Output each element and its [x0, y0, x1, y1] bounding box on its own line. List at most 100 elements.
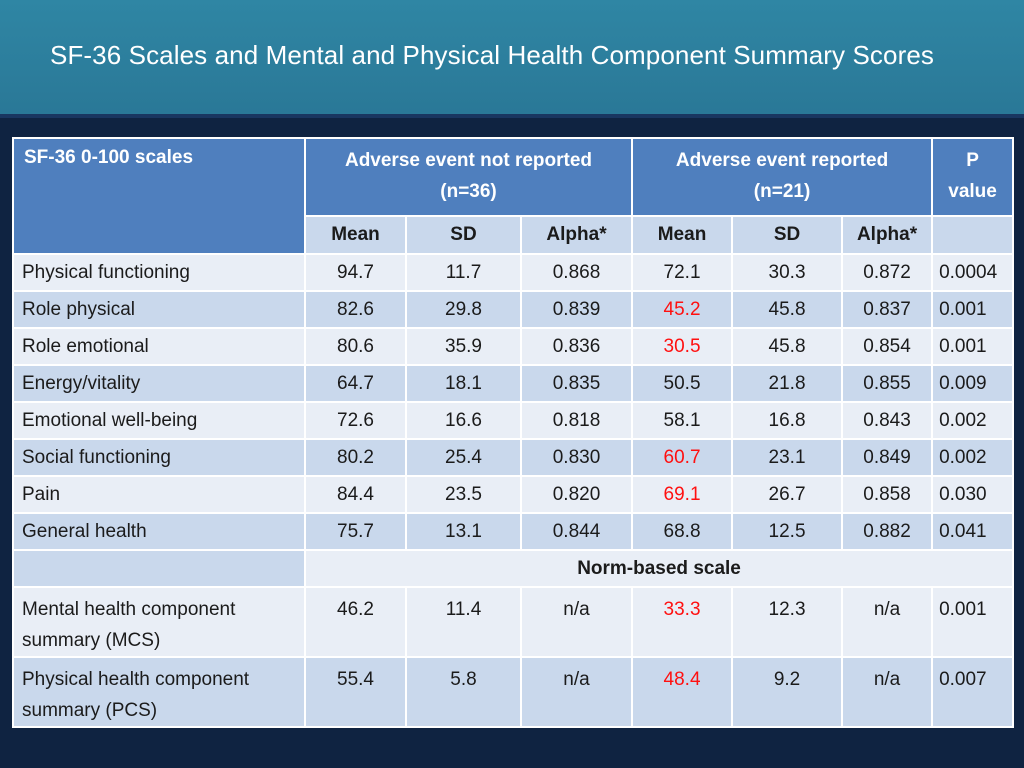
table-cell: n/a — [841, 656, 934, 728]
subheader-alpha: Alpha* — [519, 215, 634, 255]
subheader-empty — [931, 215, 1015, 255]
header-row-groups: SF-36 0-100 scales Adverse event not rep… — [12, 137, 1015, 255]
summary-row-label: Mental health component summary (MCS) — [12, 586, 306, 658]
summary-row-label: Physical health component summary (PCS) — [12, 656, 306, 728]
table-cell: 0.855 — [841, 364, 934, 403]
table-cell: n/a — [519, 586, 634, 658]
table-cell: 69.1 — [631, 475, 734, 514]
table-cell: 80.2 — [304, 438, 407, 477]
table-row: Social functioning 80.2 25.4 0.830 60.7 23.1 0… — [12, 438, 1015, 477]
table-cell: 46.2 — [304, 586, 407, 658]
table-cell: 26.7 — [731, 475, 844, 514]
p-value-header: P value — [931, 137, 1015, 217]
subheader-mean: Mean — [631, 215, 734, 255]
table-cell: 16.6 — [405, 401, 522, 440]
header-row-subcols: Mean SD Alpha* Mean SD Alpha* — [13, 215, 1015, 255]
table-cell: 0.882 — [841, 512, 934, 551]
table-cell: 0.001 — [931, 327, 1015, 366]
table-cell: 9.2 — [731, 656, 844, 728]
summary-row: Physical health component summary (PCS) 55… — [12, 656, 1015, 728]
summary-label-line: summary (MCS) — [22, 630, 161, 651]
table-cell: 11.7 — [405, 253, 522, 292]
group-reported-title: Adverse event reported — [675, 150, 889, 171]
group-not-reported-n: (n=36) — [440, 181, 497, 202]
table-cell: 0.843 — [841, 401, 934, 440]
group-reported-n: (n=21) — [753, 181, 811, 202]
row-label: General health — [12, 512, 306, 551]
table-cell: 0.030 — [931, 475, 1015, 514]
table-cell: 0.872 — [841, 253, 934, 292]
norm-row-empty — [12, 549, 306, 588]
table-cell: 0.041 — [931, 512, 1015, 551]
table-cell: 68.8 — [631, 512, 734, 551]
table-cell: 13.1 — [405, 512, 522, 551]
table-row: Physical functioning 94.7 11.7 0.868 72.1 30.… — [12, 253, 1015, 292]
table-row: General health 75.7 13.1 0.844 68.8 12.5 0.882… — [12, 512, 1015, 551]
table-cell: 0.837 — [841, 290, 934, 329]
table-cell: 12.5 — [731, 512, 844, 551]
row-label: Emotional well-being — [12, 401, 306, 440]
table-cell: 33.3 — [631, 586, 734, 658]
table-cell: 0.818 — [519, 401, 634, 440]
table-cell: 94.7 — [304, 253, 407, 292]
table-cell: 0.844 — [519, 512, 634, 551]
summary-label-line: Physical health component — [22, 669, 250, 690]
summary-label-line: summary (PCS) — [22, 700, 158, 721]
table-cell: 58.1 — [631, 401, 734, 440]
table-cell: 0.836 — [519, 327, 634, 366]
row-label: Energy/vitality — [12, 364, 306, 403]
subheader-sd: SD — [405, 215, 522, 255]
table-cell: n/a — [519, 656, 634, 728]
table-cell: 0.868 — [519, 253, 634, 292]
row-label: Role physical — [12, 290, 306, 329]
table-cell: 0.858 — [841, 475, 934, 514]
row-label: Social functioning — [12, 438, 306, 477]
table-cell: 0.820 — [519, 475, 634, 514]
table-cell: 23.1 — [731, 438, 844, 477]
table-cell: 45.8 — [731, 290, 844, 329]
subheader-mean: Mean — [304, 215, 407, 255]
norm-based-scale-label: Norm-based scale — [303, 549, 1015, 588]
table-cell: 84.4 — [304, 475, 407, 514]
table-cell: 0.001 — [931, 586, 1015, 658]
table-cell: 0.0004 — [931, 253, 1015, 292]
slide-title: SF-36 Scales and Mental and Physical Hea… — [50, 40, 934, 70]
subheader-sd: SD — [731, 215, 844, 255]
table-cell: 21.8 — [731, 364, 844, 403]
table-cell: 0.007 — [931, 656, 1015, 728]
table-cell: 25.4 — [405, 438, 522, 477]
group-not-reported-header: Adverse event not reported (n=36) — [303, 137, 634, 217]
row-label: Pain — [12, 475, 306, 514]
sf36-table: SF-36 0-100 scales Adverse event not rep… — [12, 137, 1015, 728]
table-cell: 5.8 — [405, 656, 522, 728]
table-cell: 18.1 — [405, 364, 522, 403]
p-value-header-line1: P — [966, 150, 979, 171]
group-reported-header: Adverse event reported (n=21) — [631, 137, 934, 217]
title-divider — [0, 114, 1024, 118]
table-cell: n/a — [841, 586, 934, 658]
table-cell: 30.5 — [631, 327, 734, 366]
table-cell: 0.839 — [519, 290, 634, 329]
table-cell: 0.830 — [519, 438, 634, 477]
table-cell: 12.3 — [731, 586, 844, 658]
table-cell: 50.5 — [631, 364, 734, 403]
norm-row: Norm-based scale — [12, 549, 1015, 588]
table-cell: 55.4 — [304, 656, 407, 728]
table-row: Emotional well-being 72.6 16.6 0.818 58.1 16.… — [12, 401, 1015, 440]
summary-row: Mental health component summary (MCS) 46.2… — [12, 586, 1015, 658]
table-cell: 72.6 — [304, 401, 407, 440]
p-value-header-line2: value — [948, 181, 997, 202]
table-cell: 0.854 — [841, 327, 934, 366]
table-cell: 0.009 — [931, 364, 1015, 403]
scales-header: SF-36 0-100 scales — [12, 137, 306, 255]
table-row: Energy/vitality 64.7 18.1 0.835 50.5 21.8 0.85… — [12, 364, 1015, 403]
table-row: Pain 84.4 23.5 0.820 69.1 26.7 0.858 0.030 — [12, 475, 1015, 514]
table-cell: 23.5 — [405, 475, 522, 514]
table-cell: 72.1 — [631, 253, 734, 292]
table-cell: 30.3 — [731, 253, 844, 292]
table-cell: 48.4 — [631, 656, 734, 728]
table-cell: 29.8 — [405, 290, 522, 329]
table-cell: 35.9 — [405, 327, 522, 366]
summary-label-line: Mental health component — [22, 599, 236, 620]
table-cell: 45.2 — [631, 290, 734, 329]
